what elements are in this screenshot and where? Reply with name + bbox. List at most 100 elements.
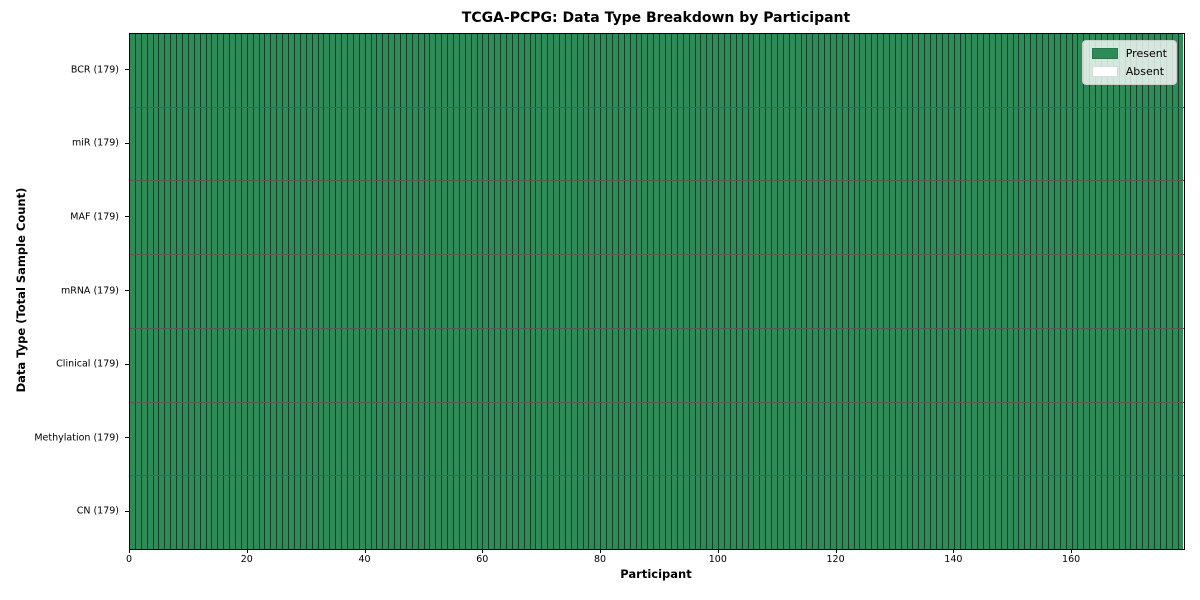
heatmap-cell [1060, 402, 1067, 476]
heatmap-cell [1166, 476, 1173, 550]
heatmap-cell [548, 328, 555, 402]
heatmap-cell [501, 328, 507, 402]
heatmap-cell [259, 328, 266, 402]
heatmap-cell [442, 181, 449, 255]
heatmap-cell [412, 255, 419, 328]
heatmap-cell [995, 402, 1002, 476]
heatmap-cell [1178, 107, 1184, 181]
heatmap-cell [618, 255, 625, 328]
heatmap-cell [554, 34, 561, 107]
heatmap-cell [230, 476, 237, 550]
heatmap-cell [689, 107, 696, 181]
heatmap-cell [707, 181, 714, 255]
heatmap-cell [489, 402, 496, 476]
heatmap-cell [436, 181, 443, 255]
heatmap-cell [960, 476, 967, 550]
heatmap-cell [530, 181, 537, 255]
heatmap-cell [713, 107, 720, 181]
heatmap-cell [218, 402, 225, 476]
heatmap-cell [683, 255, 690, 328]
heatmap-cell [389, 328, 396, 402]
heatmap-cell [1178, 181, 1184, 255]
heatmap-cell [159, 402, 166, 476]
heatmap-cell [442, 476, 449, 550]
heatmap-cell [206, 402, 213, 476]
heatmap-cell [212, 181, 219, 255]
heatmap-cell [937, 181, 943, 255]
heatmap-cell [1072, 402, 1079, 476]
heatmap-cell [324, 255, 331, 328]
heatmap-cell [889, 34, 896, 107]
heatmap-cell [1096, 476, 1102, 550]
heatmap-cell [560, 181, 566, 255]
heatmap-cell [1013, 476, 1020, 550]
heatmap-cell [277, 402, 284, 476]
heatmap-cell [742, 107, 749, 181]
heatmap-cell [654, 476, 661, 550]
heatmap-cell [512, 402, 519, 476]
heatmap-cell [389, 255, 396, 328]
heatmap-cell [483, 181, 490, 255]
heatmap-cell [648, 328, 655, 402]
heatmap-cell [560, 255, 566, 328]
heatmap-cell [589, 255, 596, 328]
heatmap-cell [218, 181, 225, 255]
heatmap-cell [465, 328, 472, 402]
heatmap-cell [236, 476, 242, 550]
heatmap-cell [247, 107, 254, 181]
heatmap-cell [872, 255, 879, 328]
heatmap-cell [347, 402, 354, 476]
heatmap-cell [1072, 328, 1079, 402]
heatmap-cell [1048, 34, 1055, 107]
heatmap-cell [801, 476, 808, 550]
heatmap-cell [671, 255, 678, 328]
heatmap-cell [277, 181, 284, 255]
heatmap-cell [241, 255, 248, 328]
heatmap-cell [353, 476, 360, 550]
heatmap-cell [795, 255, 802, 328]
x-tick-label: 100 [708, 554, 727, 565]
heatmap-cell [624, 255, 631, 328]
heatmap-cell [265, 107, 272, 181]
heatmap-cell [884, 328, 890, 402]
x-tick-label: 140 [944, 554, 963, 565]
heatmap-cell [318, 255, 325, 328]
heatmap-cell [1131, 107, 1138, 181]
heatmap-cell [648, 34, 655, 107]
heatmap-cell [742, 181, 749, 255]
heatmap-cell [1178, 476, 1184, 550]
heatmap-cell [990, 402, 996, 476]
heatmap-cell [371, 328, 378, 402]
heatmap-cell [830, 476, 837, 550]
heatmap-cell [1131, 181, 1138, 255]
heatmap-cell [336, 255, 343, 328]
heatmap-cell [1054, 107, 1061, 181]
heatmap-cell [995, 34, 1002, 107]
heatmap-cell [1001, 107, 1008, 181]
heatmap-cell [1119, 255, 1126, 328]
heatmap-cell [724, 34, 731, 107]
heatmap-cell [601, 402, 608, 476]
heatmap-cell [654, 255, 661, 328]
heatmap-cell [318, 476, 325, 550]
heatmap-cell [854, 34, 861, 107]
heatmap-cell [395, 328, 401, 402]
heatmap-cell [430, 107, 437, 181]
heatmap-cell [424, 34, 431, 107]
heatmap-cell [683, 107, 690, 181]
heatmap-cell [719, 476, 725, 550]
heatmap-cell [171, 34, 178, 107]
heatmap-cell [972, 255, 979, 328]
heatmap-cell [701, 476, 708, 550]
heatmap-cell [1137, 181, 1144, 255]
heatmap-cell [872, 328, 879, 402]
heatmap-cell [147, 402, 154, 476]
heatmap-cell [312, 402, 319, 476]
heatmap-cell [289, 181, 295, 255]
heatmap-cell [642, 34, 649, 107]
heatmap-cell [878, 34, 884, 107]
y-tick-label: MAF (179) [70, 211, 119, 223]
heatmap-cell [660, 107, 667, 181]
heatmap-cell [241, 328, 248, 402]
heatmap-cell [601, 476, 608, 550]
